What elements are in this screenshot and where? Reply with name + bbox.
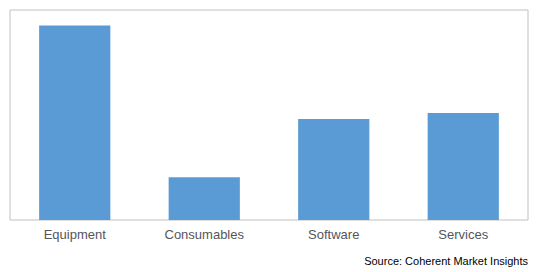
svg-text:Source: Coherent Market Insigh: Source: Coherent Market Insights (364, 255, 528, 267)
svg-text:Software: Software (308, 227, 359, 242)
svg-text:Services: Services (438, 227, 488, 242)
svg-text:Consumables: Consumables (165, 227, 245, 242)
svg-text:Equipment: Equipment (44, 227, 107, 242)
